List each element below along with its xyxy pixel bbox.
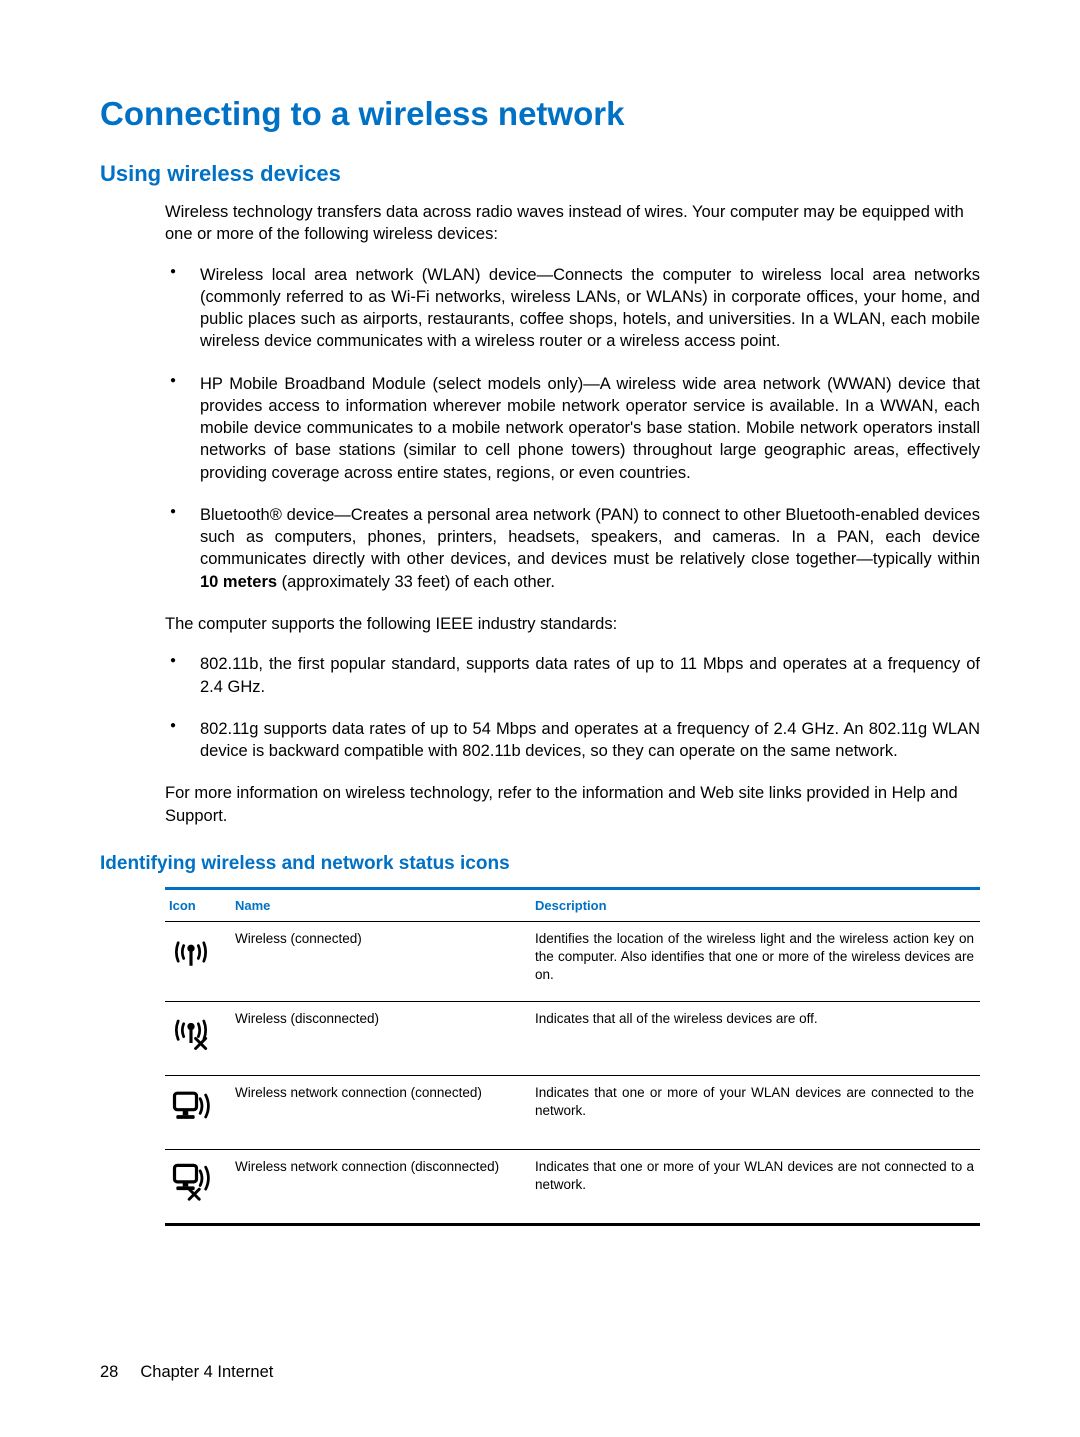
table-row: Wireless (connected) Identifies the loca… [165,922,980,1002]
cell-icon [165,1010,235,1059]
list-item: Wireless local area network (WLAN) devic… [165,264,980,353]
standards-paragraph: The computer supports the following IEEE… [165,613,980,635]
list-item-text: HP Mobile Broadband Module (select model… [200,375,980,482]
list-item: 802.11g supports data rates of up to 54 … [165,718,980,763]
cell-name: Wireless (disconnected) [235,1010,535,1059]
icons-table: Icon Name Description Wireless (connecte… [165,887,980,1226]
page-number: 28 [100,1363,118,1381]
device-list: Wireless local area network (WLAN) devic… [165,264,980,593]
cell-icon [165,1084,235,1133]
bluetooth-pre: Bluetooth® device—Creates a personal are… [200,506,980,569]
th-description: Description [535,898,980,913]
list-item-text: Wireless local area network (WLAN) devic… [200,266,980,351]
list-item-text: 802.11g supports data rates of up to 54 … [200,720,980,760]
section-heading-using: Using wireless devices [100,161,980,187]
cell-name: Wireless network connection (disconnecte… [235,1158,535,1207]
list-item: 802.11b, the first popular standard, sup… [165,653,980,698]
network-disconnected-icon [169,1158,213,1202]
chapter-label: Chapter 4 Internet [140,1363,273,1381]
page-footer: 28 Chapter 4 Internet [100,1363,273,1382]
th-icon: Icon [165,898,235,913]
cell-description: Indicates that all of the wireless devic… [535,1010,980,1059]
table-row: Wireless (disconnected) Indicates that a… [165,1002,980,1076]
list-item: Bluetooth® device—Creates a personal are… [165,504,980,593]
list-item-text: 802.11b, the first popular standard, sup… [200,655,980,695]
more-info-paragraph: For more information on wireless technol… [165,782,980,827]
th-name: Name [235,898,535,913]
page-title: Connecting to a wireless network [100,95,980,133]
standards-list: 802.11b, the first popular standard, sup… [165,653,980,762]
cell-icon [165,1158,235,1207]
wireless-disconnected-icon [169,1010,213,1054]
bluetooth-post: (approximately 33 feet) of each other. [277,573,555,591]
cell-name: Wireless (connected) [235,930,535,985]
list-item: HP Mobile Broadband Module (select model… [165,373,980,484]
cell-name: Wireless network connection (connected) [235,1084,535,1133]
cell-description: Indicates that one or more of your WLAN … [535,1084,980,1133]
wireless-connected-icon [169,930,213,974]
table-header-row: Icon Name Description [165,890,980,922]
network-connected-icon [169,1084,213,1128]
bluetooth-bold: 10 meters [200,573,277,591]
table-row: Wireless network connection (connected) … [165,1076,980,1150]
intro-paragraph: Wireless technology transfers data acros… [165,201,980,246]
section-heading-icons: Identifying wireless and network status … [100,853,980,875]
cell-description: Identifies the location of the wireless … [535,930,980,985]
list-item-text: Bluetooth® device—Creates a personal are… [200,506,980,591]
cell-description: Indicates that one or more of your WLAN … [535,1158,980,1207]
table-row: Wireless network connection (disconnecte… [165,1150,980,1226]
cell-icon [165,930,235,985]
